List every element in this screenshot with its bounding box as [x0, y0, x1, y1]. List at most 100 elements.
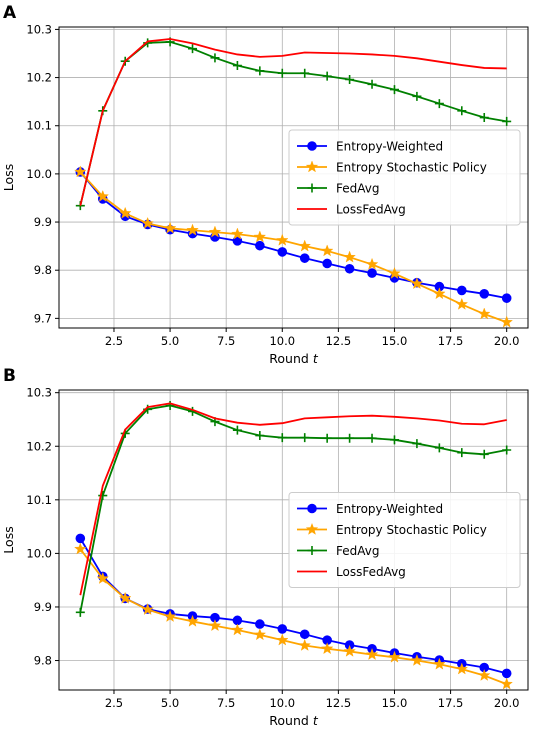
data-point-entropy-stochastic-policy [96, 571, 110, 584]
data-point-entropy-stochastic-policy [365, 648, 379, 660]
data-point-entropy-stochastic-policy [163, 221, 177, 234]
x-tick-label: 20.0 [494, 696, 520, 710]
data-point-fedavg [210, 53, 220, 63]
data-point-fedavg [412, 91, 422, 101]
x-tick-label: 15.0 [382, 334, 408, 348]
data-point-fedavg [255, 66, 265, 76]
data-point-entropy-weighted [479, 289, 490, 299]
data-point-entropy-stochastic-policy [477, 668, 491, 681]
y-tick-label: 10.3 [26, 386, 52, 400]
data-point-entropy-stochastic-policy [320, 244, 334, 257]
plot-area [74, 401, 513, 690]
legend-label-entropy-stochastic-policy: Entropy Stochastic Policy [336, 161, 487, 175]
data-point-entropy-stochastic-policy [253, 628, 267, 641]
data-point-fedavg [188, 44, 198, 54]
legend-marker-fedavg [307, 183, 317, 193]
data-point-entropy-stochastic-policy [163, 610, 177, 622]
data-point-fedavg [412, 439, 422, 449]
legend-label-fedavg: FedAvg [336, 182, 379, 196]
panel-label: A [3, 3, 17, 23]
data-point-entropy-weighted [344, 263, 355, 274]
data-point-entropy-stochastic-policy [141, 603, 154, 615]
x-tick-label: 15.0 [382, 696, 408, 710]
data-point-entropy-stochastic-policy [455, 662, 469, 675]
chart-panel-a: A 2.5 5.0 7.5 10.0 12.5 15.0 17.5 20.0 9.7 9.8 9.9 1… [1, 3, 529, 366]
y-tick-label: 10.3 [26, 22, 52, 36]
data-point-entropy-weighted [367, 268, 377, 278]
y-tick-label: 10.2 [26, 439, 52, 453]
data-point-entropy-stochastic-policy [410, 653, 424, 666]
data-point-entropy-stochastic-policy [365, 257, 379, 270]
y-tick-label: 9.8 [34, 263, 52, 277]
x-tick-label: 5.0 [161, 696, 179, 710]
data-point-entropy-stochastic-policy [231, 623, 244, 636]
data-point-fedavg [98, 491, 108, 501]
data-point-fedavg [165, 401, 175, 411]
data-point-fedavg [322, 433, 332, 443]
data-point-entropy-stochastic-policy [186, 614, 199, 627]
legend-marker-fedavg [307, 546, 317, 555]
data-point-entropy-stochastic-policy [208, 619, 222, 632]
legend-label-fedavg: FedAvg [336, 544, 379, 558]
data-point-entropy-stochastic-policy [433, 657, 446, 670]
y-tick-label: 9.9 [34, 215, 52, 229]
data-point-entropy-stochastic-policy [118, 591, 132, 604]
y-tick-label: 10.0 [26, 167, 52, 181]
y-tick-label: 10.2 [26, 71, 52, 85]
data-point-entropy-stochastic-policy [388, 650, 401, 663]
data-point-entropy-stochastic-policy [388, 267, 401, 279]
data-point-entropy-stochastic-policy [298, 638, 311, 651]
series-line-lossfedavg [79, 38, 507, 206]
data-point-entropy-stochastic-policy [276, 233, 289, 246]
y-axis-label: Loss [1, 526, 16, 553]
x-tick-label: 7.5 [217, 696, 235, 710]
legend-label-lossfedavg: LossFedAvg [336, 203, 406, 217]
data-point-entropy-stochastic-policy [455, 297, 469, 310]
data-point-entropy-weighted [277, 247, 288, 257]
panel-label: B [3, 366, 16, 386]
data-point-fedavg [75, 607, 85, 617]
data-point-entropy-weighted [299, 629, 310, 640]
data-point-fedavg [479, 449, 489, 459]
y-tick-label: 9.7 [34, 311, 52, 325]
data-point-entropy-weighted [75, 533, 86, 544]
data-point-entropy-stochastic-policy [141, 216, 154, 229]
data-point-fedavg [255, 431, 265, 441]
legend-marker-entropy-weighted [307, 503, 317, 514]
data-point-entropy-weighted [322, 258, 332, 269]
x-tick-label: 20.0 [494, 334, 520, 348]
data-point-fedavg [479, 113, 489, 123]
data-point-entropy-weighted [501, 668, 512, 679]
data-point-entropy-stochastic-policy [74, 165, 87, 178]
plot-area [74, 37, 513, 328]
y-tick-label: 10.1 [26, 119, 52, 133]
x-tick-label: 2.5 [105, 334, 123, 348]
data-point-entropy-stochastic-policy [320, 642, 334, 655]
legend-marker-entropy-stochastic-policy [305, 522, 319, 535]
legend: Entropy-Weighted Entropy Stochastic Polic… [288, 492, 521, 588]
data-point-entropy-stochastic-policy [118, 206, 132, 219]
x-tick-label: 12.5 [326, 334, 352, 348]
data-point-entropy-weighted [457, 285, 467, 296]
legend-marker-entropy-weighted [307, 141, 317, 151]
x-tick-label: 7.5 [217, 334, 235, 348]
data-point-fedavg [277, 68, 287, 78]
legend-label-entropy-weighted: Entropy-Weighted [336, 140, 443, 154]
data-point-entropy-weighted [255, 240, 265, 251]
y-axis-label: Loss [1, 164, 16, 191]
data-point-entropy-stochastic-policy [500, 677, 513, 690]
data-point-fedavg [300, 433, 310, 443]
data-point-entropy-stochastic-policy [96, 189, 110, 202]
axes-frame [58, 26, 529, 329]
y-tick-label: 9.8 [34, 654, 52, 668]
y-tick-label: 9.9 [34, 600, 52, 614]
x-tick-label: 17.5 [438, 334, 464, 348]
y-tick-label: 10.0 [26, 546, 52, 560]
legend-label-entropy-weighted: Entropy-Weighted [336, 502, 443, 516]
chart-panel-b: B 2.5 5.0 7.5 10.0 12.5 15.0 17.5 20.0 9.8 9.9 10.0… [1, 366, 529, 728]
data-point-fedavg [322, 71, 332, 81]
data-point-entropy-stochastic-policy [410, 277, 424, 290]
data-point-entropy-weighted [501, 293, 512, 303]
x-tick-label: 10.0 [269, 696, 295, 710]
data-point-entropy-stochastic-policy [231, 227, 244, 240]
